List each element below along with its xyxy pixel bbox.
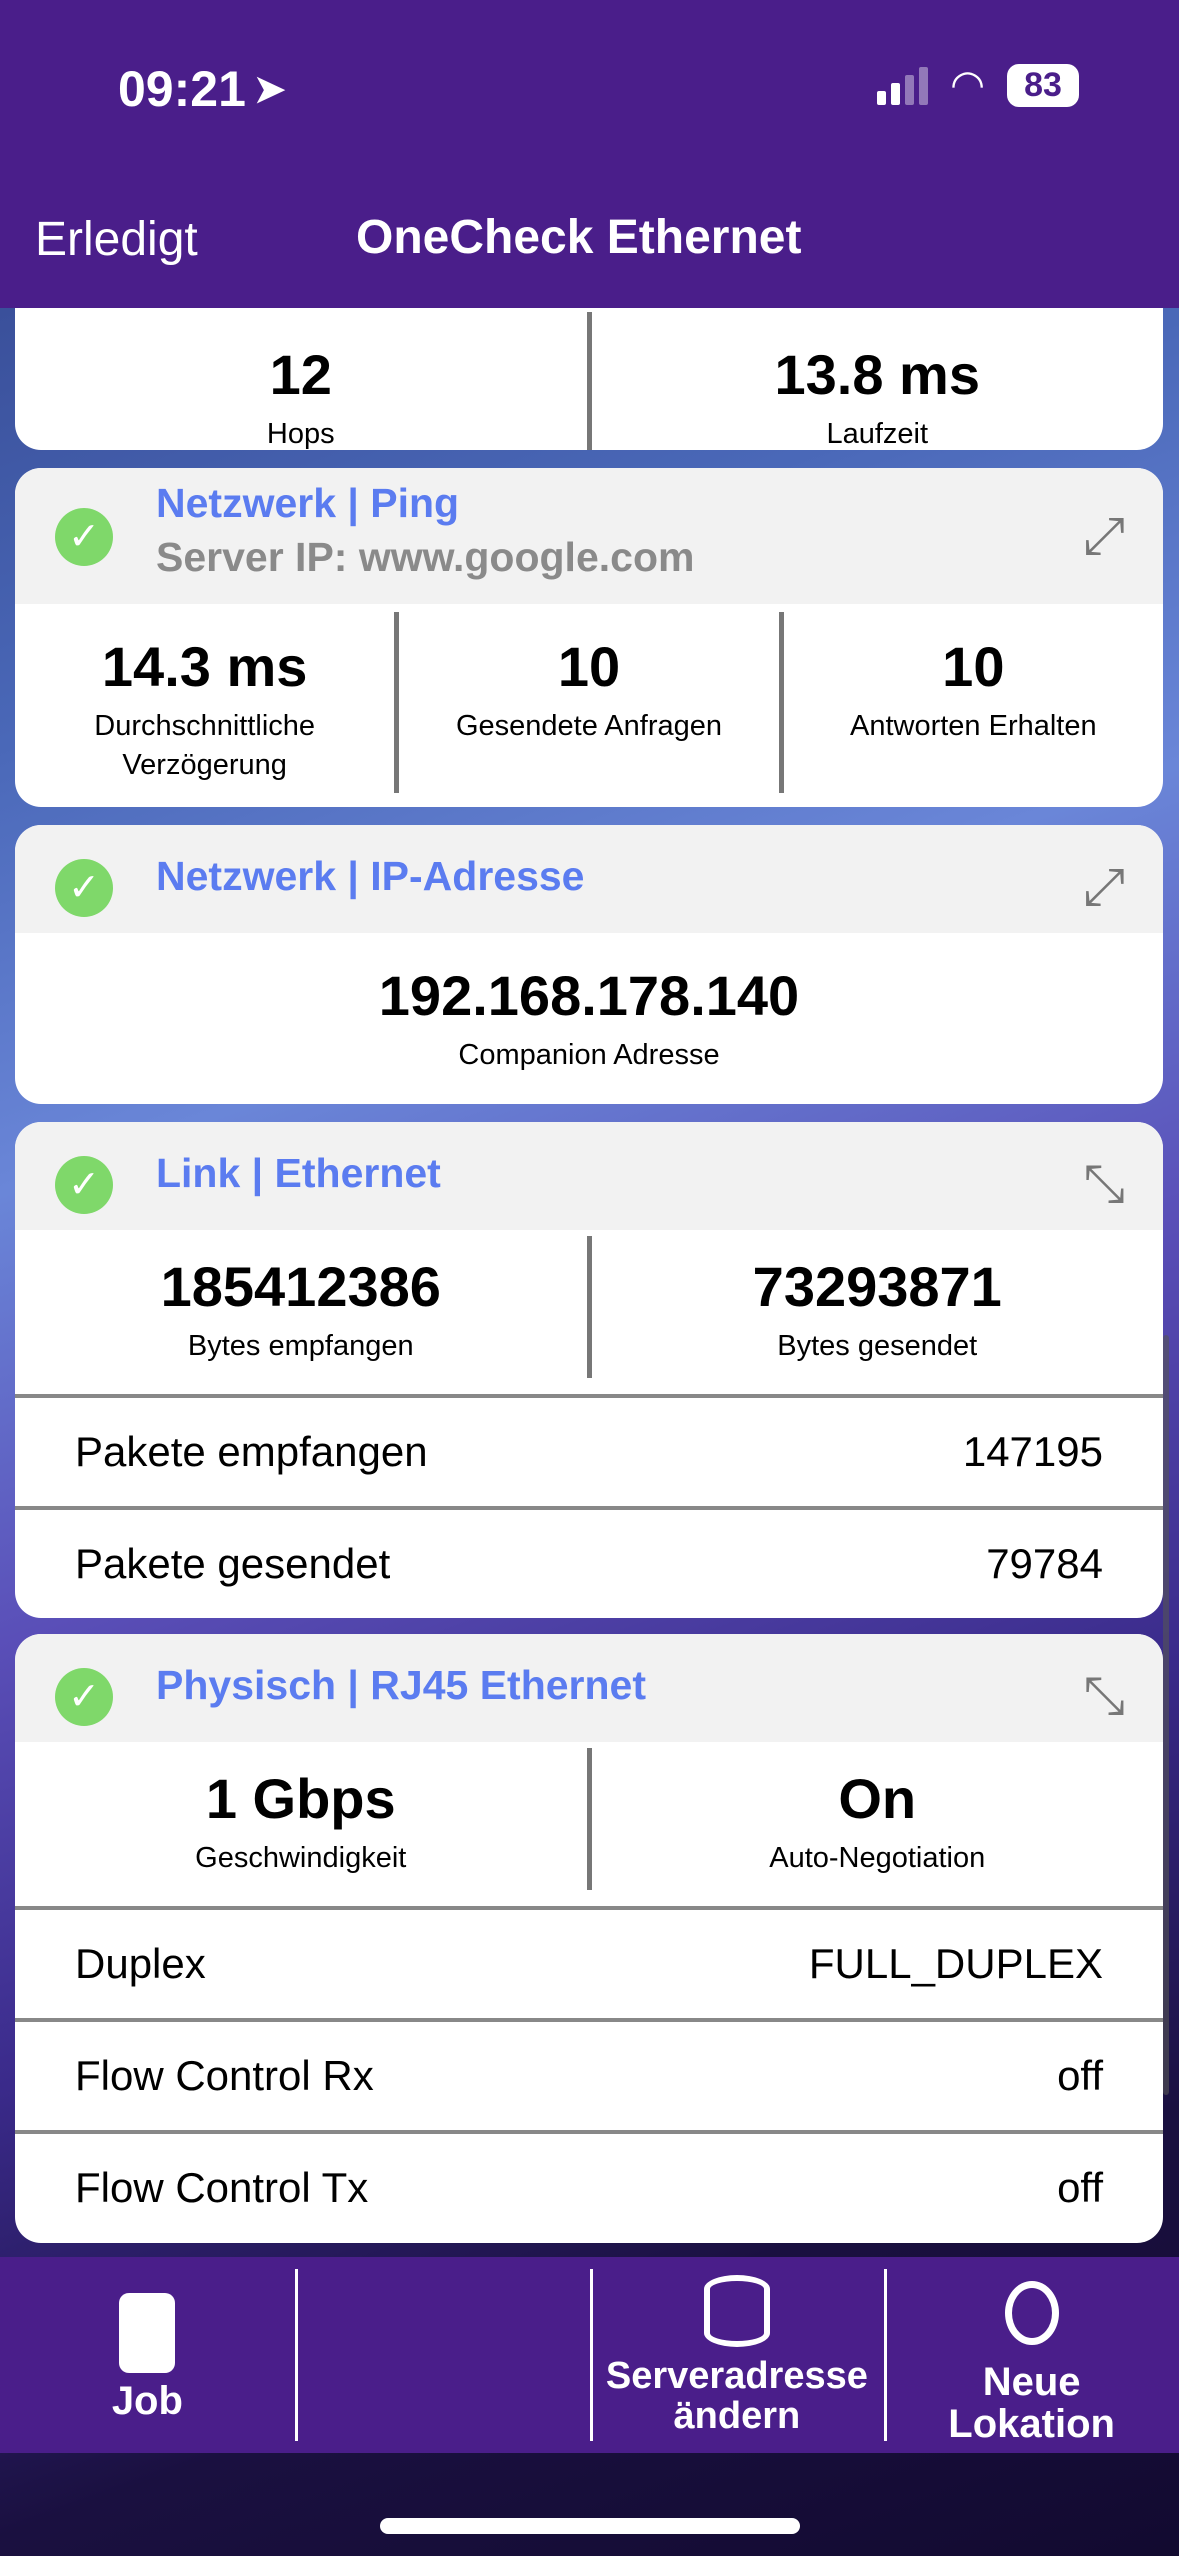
ip-address: 192.168.178.140 xyxy=(378,964,800,1027)
stat-value: On xyxy=(838,1767,917,1830)
row-value: off xyxy=(1057,2164,1103,2211)
ip-label: Companion Adresse xyxy=(458,1039,720,1071)
stat-label: Hops xyxy=(266,418,335,450)
row-flow-tx: Flow Control Tx off xyxy=(15,2130,1163,2242)
stat-value: 12 xyxy=(269,343,332,406)
row-label: Duplex xyxy=(75,1940,206,1987)
row-packets-received: Pakete empfangen 147195 xyxy=(15,1394,1163,1506)
row-value: off xyxy=(1057,2052,1103,2099)
expand-icon[interactable]: ⤢ xyxy=(1083,858,1125,916)
database-icon xyxy=(703,2275,770,2347)
card-title: Physisch | RJ45 Ethernet xyxy=(156,1662,646,1708)
crosshair-icon xyxy=(1004,2281,1059,2345)
status-icons: ◠ 83 xyxy=(877,62,1079,108)
stat-label: Durchschnittliche Verzögerung xyxy=(94,710,316,782)
check-icon: ✓ xyxy=(55,1156,113,1214)
empty-slot xyxy=(294,2257,590,2453)
row-label: Flow Control Rx xyxy=(75,2052,374,2099)
check-icon: ✓ xyxy=(55,1668,113,1726)
stat-label: Laufzeit xyxy=(826,418,929,450)
change-server-button[interactable]: Serveradresse ändern xyxy=(589,2257,885,2453)
row-value: 147195 xyxy=(962,1428,1103,1475)
row-flow-rx: Flow Control Rx off xyxy=(15,2018,1163,2130)
stat-auto-negotiation: On Auto-Negotiation xyxy=(586,1748,1164,1890)
card-title: Netzwerk | Ping xyxy=(156,480,460,526)
stat-label: Bytes gesendet xyxy=(777,1330,978,1362)
row-duplex: Duplex FULL_DUPLEX xyxy=(15,1906,1163,2018)
stat-runtime: 13.8 ms Laufzeit xyxy=(586,312,1164,450)
stat-value: 10 xyxy=(942,635,1005,698)
stat-label: Gesendete Anfragen xyxy=(455,710,723,742)
page-title: OneCheck Ethernet xyxy=(356,211,802,264)
done-button[interactable]: Erledigt xyxy=(35,213,198,266)
stat-value: 73293871 xyxy=(752,1255,1002,1318)
stat-sent: 10 Gesendete Anfragen xyxy=(394,612,778,793)
check-icon: ✓ xyxy=(55,859,113,917)
stat-value: 1 Gbps xyxy=(205,1767,396,1830)
stat-bytes-received: 185412386 Bytes empfangen xyxy=(15,1236,587,1378)
top-bar: 09:21 ➤ ◠ 83 Erledigt OneCheck Ethernet xyxy=(0,0,1179,308)
check-icon: ✓ xyxy=(55,508,113,566)
wifi-icon: ◠ xyxy=(950,63,985,107)
stat-label: Auto-Negotiation xyxy=(769,1842,986,1874)
battery-icon: 83 xyxy=(1007,63,1079,107)
link-card: ✓ Link | Ethernet ⤡ 185412386 Bytes empfa… xyxy=(15,1122,1163,1618)
job-label: Job xyxy=(111,2379,183,2423)
home-indicator[interactable] xyxy=(380,2518,800,2534)
stat-value: 10 xyxy=(557,635,621,698)
scrollbar[interactable] xyxy=(1163,1335,1169,2095)
stat-speed: 1 Gbps Geschwindigkeit xyxy=(15,1748,587,1890)
stat-value: 13.8 ms xyxy=(774,343,981,406)
collapse-icon[interactable]: ⤡ xyxy=(1083,1155,1125,1213)
new-location-label: Neue Lokation xyxy=(948,2360,1115,2446)
expand-icon[interactable]: ⤢ xyxy=(1083,507,1125,565)
stat-avg-delay: 14.3 ms Durchschnittliche Verzögerung xyxy=(15,612,394,793)
card-title: Netzwerk | IP-Adresse xyxy=(156,853,585,899)
ping-card: ✓ Netzwerk | Ping Server IP: www.google.… xyxy=(15,468,1163,807)
stat-value: 14.3 ms xyxy=(101,635,308,698)
row-packets-sent: Pakete gesendet 79784 xyxy=(15,1506,1163,1618)
stat-hops: 12 Hops xyxy=(15,312,587,450)
row-value: FULL_DUPLEX xyxy=(808,1940,1103,1987)
bottom-toolbar: Job Serveradresse ändern Neue Lokation xyxy=(0,2257,1179,2453)
ip-card: ✓ Netzwerk | IP-Adresse ⤢ 192.168.178.14… xyxy=(15,825,1163,1104)
row-label: Pakete gesendet xyxy=(75,1540,391,1587)
card-title: Link | Ethernet xyxy=(156,1150,441,1196)
job-button[interactable]: Job xyxy=(0,2257,295,2453)
location-arrow-icon: ➤ xyxy=(253,68,286,111)
stat-label: Antworten Erhalten xyxy=(849,710,1097,742)
new-location-button[interactable]: Neue Lokation xyxy=(884,2257,1179,2453)
row-label: Pakete empfangen xyxy=(75,1428,428,1475)
collapse-icon[interactable]: ⤡ xyxy=(1083,1667,1125,1725)
clock: 09:21 xyxy=(118,61,246,117)
change-server-label: Serveradresse ändern xyxy=(605,2355,868,2437)
status-time: 09:21 ➤ xyxy=(118,60,286,118)
row-value: 79784 xyxy=(986,1540,1103,1587)
stat-bytes-sent: 73293871 Bytes gesendet xyxy=(586,1236,1164,1378)
signal-icon xyxy=(877,65,929,105)
card-subtitle: Server IP: www.google.com xyxy=(156,534,695,580)
stat-label: Geschwindigkeit xyxy=(195,1842,407,1874)
clipboard-icon xyxy=(119,2293,176,2373)
stat-label: Bytes empfangen xyxy=(187,1330,414,1362)
traceroute-card: 12 Hops 13.8 ms Laufzeit xyxy=(15,280,1163,450)
physical-card: ✓ Physisch | RJ45 Ethernet ⤡ 1 Gbps Gesch… xyxy=(15,1634,1163,2243)
row-label: Flow Control Tx xyxy=(75,2164,369,2211)
stat-value: 185412386 xyxy=(160,1255,441,1318)
stat-received: 10 Antworten Erhalten xyxy=(778,612,1163,793)
